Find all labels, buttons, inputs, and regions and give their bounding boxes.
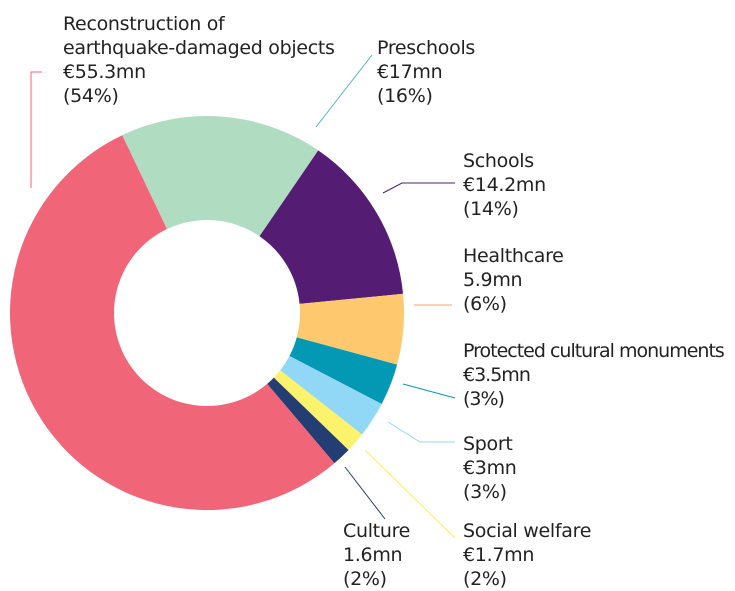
slice-preschools	[122, 115, 319, 237]
donut-slices	[9, 115, 404, 511]
slice-social-welfare	[273, 370, 363, 451]
slice-healthcare	[296, 293, 404, 365]
label-sport-percent: (3%)	[463, 481, 507, 503]
label-welfare-amount: €1.7mn	[463, 544, 535, 566]
label-reconstruction-line1: Reconstruction of	[63, 13, 225, 35]
leader-line-welfare	[364, 449, 456, 539]
label-monuments-name: Protected cultural monuments	[463, 340, 725, 362]
label-schools: Schools €14.2mn (14%)	[463, 149, 546, 221]
label-monuments-percent: (3%)	[463, 388, 505, 410]
slice-schools	[259, 150, 404, 304]
label-preschools-percent: (16%)	[377, 85, 433, 107]
label-healthcare-amount: 5.9mn	[463, 269, 523, 291]
label-sport-name: Sport	[463, 433, 513, 455]
label-schools-amount: €14.2mn	[463, 174, 546, 196]
slice-protected-cultural-monuments	[289, 337, 398, 405]
label-welfare-name: Social welfare	[463, 520, 592, 542]
label-schools-percent: (14%)	[463, 198, 519, 220]
label-welfare: Social welfare €1.7mn (2%)	[463, 519, 591, 591]
label-healthcare-name: Healthcare	[463, 245, 564, 267]
label-monuments-amount: €3.5mn	[463, 364, 531, 386]
label-sport-amount: €3mn	[463, 457, 517, 479]
leader-line-schools	[382, 182, 455, 194]
slice-culture	[267, 377, 349, 464]
label-sport: Sport €3mn (3%)	[463, 432, 517, 504]
label-reconstruction: Reconstruction of earthquake-damaged obj…	[63, 12, 335, 108]
label-healthcare: Healthcare 5.9mn (6%)	[463, 244, 564, 316]
label-reconstruction-percent: (54%)	[63, 85, 119, 107]
label-schools-name: Schools	[463, 150, 534, 172]
label-preschools-amount: €17mn	[377, 61, 443, 83]
label-welfare-percent: (2%)	[463, 568, 507, 590]
label-preschools-name: Preschools	[377, 37, 476, 59]
label-reconstruction-line2: earthquake-damaged objects	[63, 37, 335, 59]
leader-line-reconstruction	[30, 71, 42, 188]
label-monuments: Protected cultural monuments €3.5mn (3%)	[463, 339, 725, 411]
slice-reconstruction-of-earthquake-damaged-objects	[9, 135, 335, 511]
label-culture-percent: (2%)	[343, 568, 387, 590]
label-preschools: Preschools €17mn (16%)	[377, 36, 475, 108]
label-culture: Culture 1.6mn (2%)	[343, 519, 410, 591]
leader-lines	[30, 54, 456, 539]
leader-line-preschools	[315, 54, 373, 128]
label-culture-amount: 1.6mn	[343, 544, 403, 566]
label-reconstruction-amount: €55.3mn	[63, 61, 146, 83]
leader-line-culture	[344, 466, 386, 520]
label-healthcare-percent: (6%)	[463, 293, 507, 315]
leader-line-sport	[387, 421, 455, 443]
leader-line-monuments	[402, 383, 456, 399]
label-culture-name: Culture	[343, 520, 411, 542]
slice-sport	[280, 355, 382, 435]
